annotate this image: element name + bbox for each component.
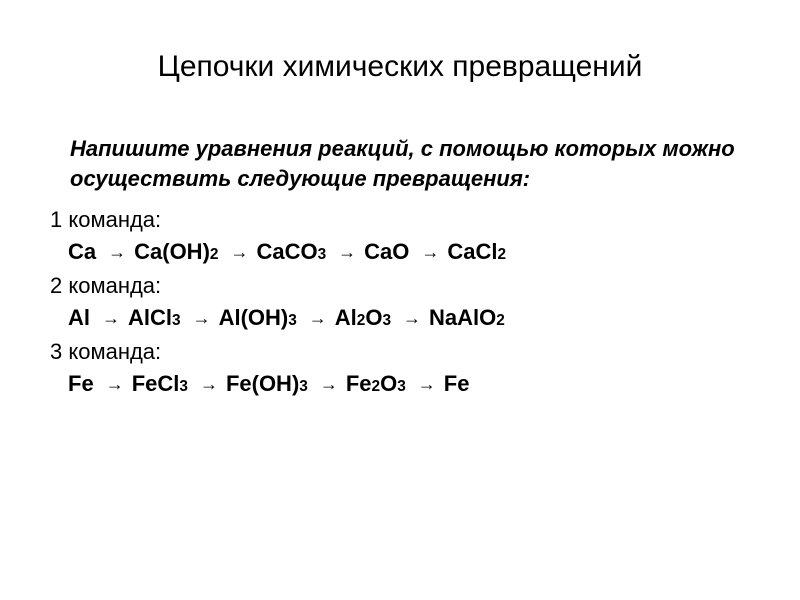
arrow-icon: → [193,308,211,329]
team-label-2: 2 команда: [50,273,750,299]
reaction-chain-3: Fe → FeCl3 → Fe(OH)3 → Fe2O3 → Fe [50,371,750,397]
team-label-1: 1 команда: [50,207,750,233]
compound: Ca [68,239,96,265]
arrow-icon: → [320,374,338,395]
compound: Fe [444,371,470,397]
instruction-text: Напишите уравнения реакций, с помощью ко… [50,134,750,193]
compound: Fe [68,371,94,397]
arrow-icon: → [102,308,120,329]
arrow-icon: → [338,242,356,263]
reaction-chain-1: Ca → Ca(OH)2 → CaCO3 → CaO → CaCl2 [50,239,750,265]
arrow-icon: → [309,308,327,329]
compound: Al [68,305,90,331]
team-block-3: 3 команда: Fe → FeCl3 → Fe(OH)3 → Fe2O3 … [50,339,750,397]
compound: Fe2O3 [346,371,406,397]
arrow-icon: → [200,374,218,395]
compound: FeCl3 [132,371,188,397]
arrow-icon: → [421,242,439,263]
compound: CaCO3 [256,239,326,265]
arrow-icon: → [403,308,421,329]
team-block-2: 2 команда: Al → AlCl3 → Al(OH)3 → Al2O3 … [50,273,750,331]
compound: NaAlO2 [429,305,505,331]
slide-title: Цепочки химических превращений [50,50,750,84]
compound: AlCl3 [128,305,181,331]
compound: CaO [364,239,409,265]
team-label-3: 3 команда: [50,339,750,365]
arrow-icon: → [106,374,124,395]
reaction-chain-2: Al → AlCl3 → Al(OH)3 → Al2O3 → NaAlO2 [50,305,750,331]
compound: Al2O3 [335,305,391,331]
arrow-icon: → [418,374,436,395]
compound: Al(OH)3 [219,305,297,331]
compound: Fe(OH)3 [226,371,308,397]
arrow-icon: → [108,242,126,263]
compound: Ca(OH)2 [134,239,218,265]
team-block-1: 1 команда: Ca → Ca(OH)2 → CaCO3 → CaO → … [50,207,750,265]
arrow-icon: → [230,242,248,263]
compound: CaCl2 [447,239,506,265]
